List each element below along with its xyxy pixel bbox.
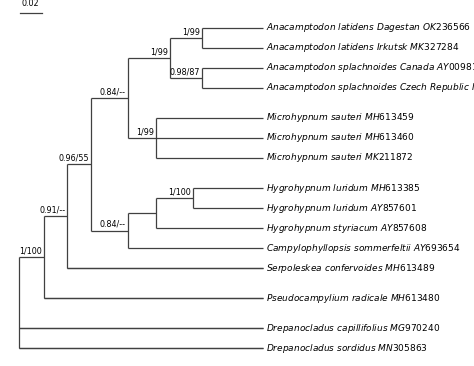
Text: $\it{Anacamptodon\ splachnoides\ Canada\ AY009810}$: $\it{Anacamptodon\ splachnoides\ Canada\… xyxy=(266,61,474,74)
Text: 0.91/--: 0.91/-- xyxy=(39,206,65,214)
Text: 1/100: 1/100 xyxy=(168,187,191,197)
Text: 0.84/--: 0.84/-- xyxy=(100,87,126,96)
Text: $\it{Drepanocladus\ sordidus\ MN305863}$: $\it{Drepanocladus\ sordidus\ MN305863}$ xyxy=(266,342,428,355)
Text: 1/99: 1/99 xyxy=(182,27,201,36)
Text: 0.02: 0.02 xyxy=(22,0,39,8)
Text: $\it{Microhypnum\ sauteri\ MH613459}$: $\it{Microhypnum\ sauteri\ MH613459}$ xyxy=(266,111,414,124)
Text: 1/100: 1/100 xyxy=(19,247,42,255)
Text: $\it{Microhypnum\ sauteri\ MK211872}$: $\it{Microhypnum\ sauteri\ MK211872}$ xyxy=(266,152,414,164)
Text: $\it{Anacamptodon\ latidens\ Irkutsk\ MK327284}$: $\it{Anacamptodon\ latidens\ Irkutsk\ MK… xyxy=(266,41,460,54)
Text: 0.98/87: 0.98/87 xyxy=(170,67,201,76)
Text: $\it{Drepanocladus\ capillifolius\ MG970240}$: $\it{Drepanocladus\ capillifolius\ MG970… xyxy=(266,322,440,335)
Text: $\it{Anacamptodon\ latidens\ Dagestan\ OK236566}$: $\it{Anacamptodon\ latidens\ Dagestan\ O… xyxy=(266,21,471,34)
Text: $\it{Campylophyllopsis\ sommerfeltii\ AY693654}$: $\it{Campylophyllopsis\ sommerfeltii\ AY… xyxy=(266,242,461,255)
Text: $\it{Serpoleskea\ confervoides\ MH613489}$: $\it{Serpoleskea\ confervoides\ MH613489… xyxy=(266,262,436,274)
Text: 1/99: 1/99 xyxy=(150,47,168,56)
Text: $\it{Hygrohypnum\ luridum\ MH613385}$: $\it{Hygrohypnum\ luridum\ MH613385}$ xyxy=(266,182,421,194)
Text: $\it{Hygrohypnum\ styriacum\ AY857608}$: $\it{Hygrohypnum\ styriacum\ AY857608}$ xyxy=(266,221,428,235)
Text: 0.84/--: 0.84/-- xyxy=(100,220,126,229)
Text: $\it{Anacamptodon\ splachnoides\ Czech\ Republic\ MH613349}$: $\it{Anacamptodon\ splachnoides\ Czech\ … xyxy=(266,81,474,94)
Text: 1/99: 1/99 xyxy=(136,127,154,136)
Text: $\it{Pseudocampylium\ radicale\ MH613480}$: $\it{Pseudocampylium\ radicale\ MH613480… xyxy=(266,292,441,305)
Text: $\it{Hygrohypnum\ luridum\ AY857601}$: $\it{Hygrohypnum\ luridum\ AY857601}$ xyxy=(266,202,417,214)
Text: 0.96/55: 0.96/55 xyxy=(58,154,89,163)
Text: $\it{Microhypnum\ sauteri\ MH613460}$: $\it{Microhypnum\ sauteri\ MH613460}$ xyxy=(266,131,415,145)
